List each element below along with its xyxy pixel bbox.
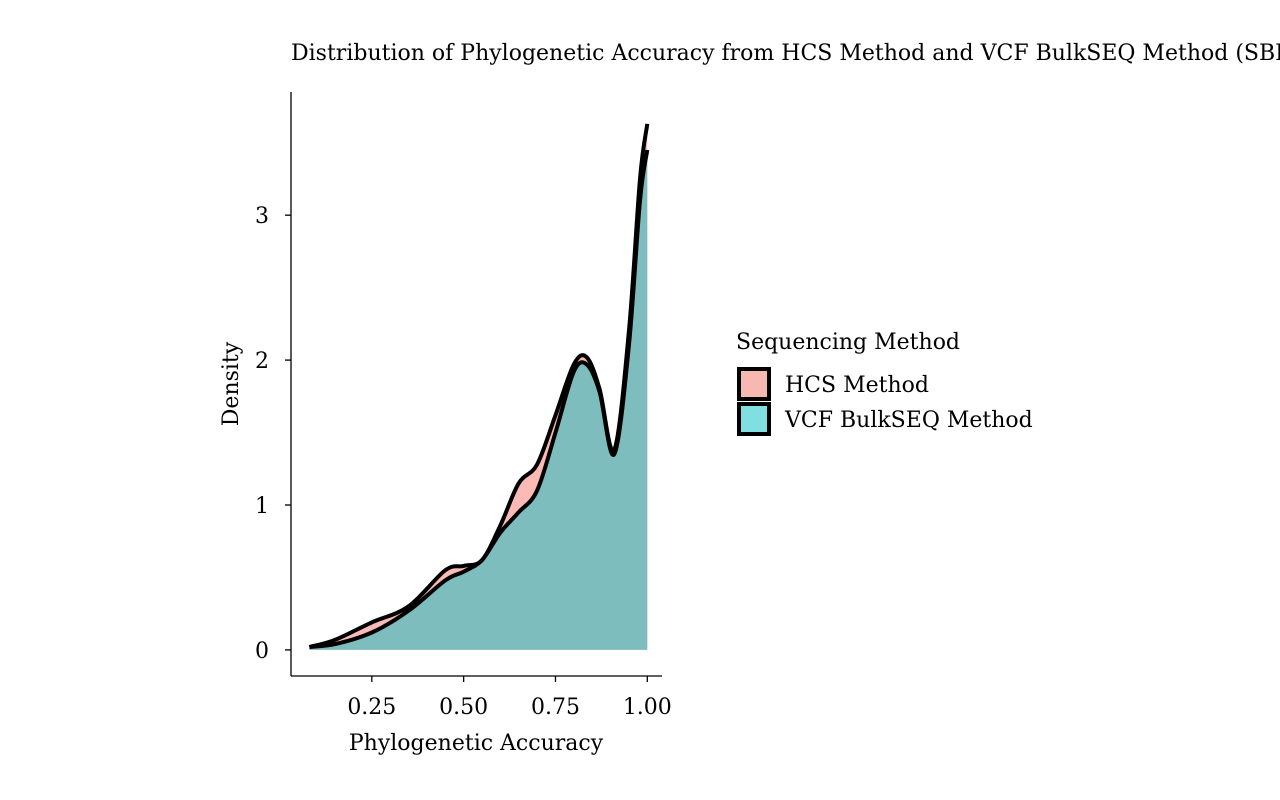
y-tick-label: 3 xyxy=(255,204,269,229)
y-axis-ticks: 0 1 2 3 xyxy=(255,204,291,664)
legend-title: Sequencing Method xyxy=(736,330,960,355)
density-area-vcf-bulkseq-method xyxy=(309,150,648,650)
density-line-vcf-bulkseq-method xyxy=(309,149,650,649)
y-tick-label: 0 xyxy=(255,639,269,664)
chart-title: Distribution of Phylogenetic Accuracy fr… xyxy=(291,41,1280,66)
x-tick-label: 0.25 xyxy=(347,695,396,720)
plot-area xyxy=(308,123,650,650)
x-tick-label: 1.00 xyxy=(623,695,672,720)
x-tick-label: 0.75 xyxy=(531,695,580,720)
legend: Sequencing Method HCS Method VCF BulkSEQ… xyxy=(736,330,1033,436)
y-axis-label: Density xyxy=(219,341,244,426)
y-tick-label: 1 xyxy=(255,494,269,519)
legend-label-vcf: VCF BulkSEQ Method xyxy=(784,408,1033,433)
legend-label-hcs: HCS Method xyxy=(785,373,929,398)
x-axis-label: Phylogenetic Accuracy xyxy=(349,731,604,756)
legend-key-hcs xyxy=(737,367,771,401)
x-tick-label: 0.50 xyxy=(439,695,488,720)
y-tick-label: 2 xyxy=(255,349,269,374)
legend-key-vcf xyxy=(737,402,771,436)
x-axis-ticks: 0.25 0.50 0.75 1.00 xyxy=(347,676,672,720)
